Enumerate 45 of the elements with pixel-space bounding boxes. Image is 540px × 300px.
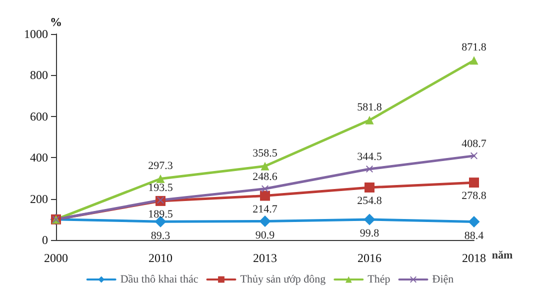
y-tick-label: 200 — [30, 192, 48, 206]
point — [260, 162, 270, 170]
data-label: 358.5 — [252, 147, 278, 160]
data-label: 88.4 — [464, 230, 484, 242]
x-tick-label: 2010 — [148, 251, 172, 265]
x-tick-label: 2000 — [44, 251, 68, 265]
data-label: 581.8 — [357, 101, 382, 114]
point — [364, 214, 376, 226]
data-label: 193.5 — [148, 182, 174, 194]
x-tick-label: 2016 — [358, 251, 382, 265]
data-label: 214.7 — [252, 203, 278, 216]
y-tick-label: 0 — [42, 233, 48, 247]
point — [468, 216, 480, 228]
legend-label: Dầu thô khai thác — [120, 274, 198, 286]
point — [156, 174, 165, 184]
x-axis-title: năm — [492, 250, 513, 262]
data-label: 344.5 — [357, 151, 382, 164]
data-label: 297.3 — [148, 160, 174, 172]
y-tick-label: 600 — [30, 109, 48, 124]
data-label: 99.8 — [360, 228, 380, 240]
y-tick-label: 800 — [30, 68, 48, 82]
y-axis-title: % — [50, 15, 62, 29]
data-label: 254.8 — [357, 195, 382, 208]
point — [469, 178, 479, 188]
point — [366, 166, 373, 173]
data-label: 278.8 — [462, 190, 487, 202]
data-label: 248.6 — [252, 170, 278, 183]
legend-label: Thép — [368, 274, 391, 286]
x-tick-label: 2018 — [462, 251, 486, 265]
point — [365, 116, 374, 124]
point — [364, 182, 374, 193]
legend-label: Thủy sản ướp đông — [240, 274, 326, 286]
data-label: 189.5 — [148, 208, 174, 220]
legend-label: Điện — [432, 274, 454, 286]
data-label: 90.9 — [255, 230, 276, 242]
y-tick-label: 400 — [30, 150, 48, 165]
point — [259, 216, 271, 228]
x-tick-label: 2013 — [253, 251, 277, 265]
data-label: 89.3 — [150, 230, 171, 242]
y-tick-label: 1000 — [24, 27, 48, 41]
point — [470, 152, 478, 160]
data-label: 408.7 — [462, 138, 487, 150]
data-label: 871.8 — [462, 42, 487, 54]
point — [470, 56, 478, 65]
point — [260, 190, 270, 201]
